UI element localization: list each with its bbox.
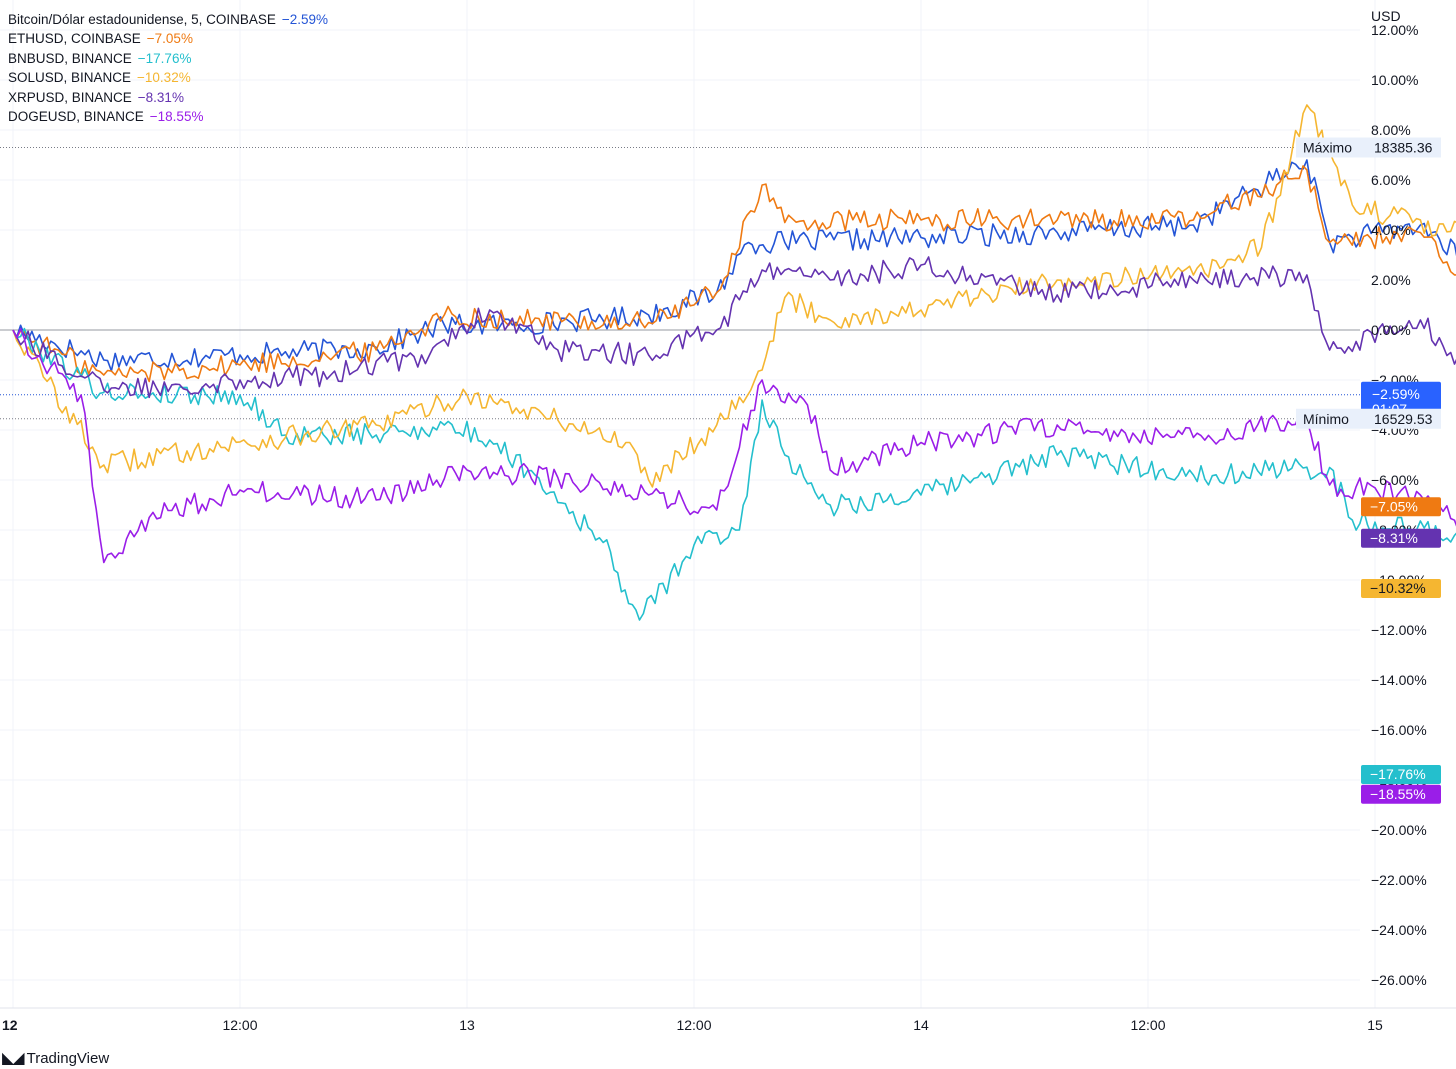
tradingview-mark-icon: ◣◢: [2, 1050, 25, 1067]
legend-label: XRPUSD, BINANCE: [8, 89, 132, 105]
legend-item-eth[interactable]: ETHUSD, COINBASE −7.05%: [8, 29, 328, 48]
y-tick-label: −26.00%: [1371, 972, 1427, 988]
legend-label: BNBUSD, BINANCE: [8, 50, 132, 66]
y-tick-label: −14.00%: [1371, 672, 1427, 688]
y-tick-label: −16.00%: [1371, 722, 1427, 738]
legend-change: −7.05%: [146, 31, 193, 47]
last-value-text: −17.76%: [1370, 766, 1426, 782]
maximum-value: 18385.36: [1374, 140, 1433, 156]
last-value-badge: [1361, 528, 1441, 548]
legend-label: Bitcoin/Dólar estadounidense, 5, COINBAS…: [8, 12, 276, 27]
x-tick-label: 12: [2, 1017, 18, 1033]
y-tick-label: −24.00%: [1371, 922, 1427, 938]
y-tick-label: 4.00%: [1371, 222, 1411, 238]
legend-item-btc[interactable]: Bitcoin/Dólar estadounidense, 5, COINBAS…: [8, 10, 328, 29]
y-tick-label: −22.00%: [1371, 872, 1427, 888]
last-value-text: −10.32%: [1370, 580, 1426, 596]
y-tick-label: 0.00%: [1371, 322, 1411, 338]
last-value-badge: [1361, 497, 1441, 517]
reference-lines: [0, 147, 1360, 420]
y-tick-label: 6.00%: [1371, 172, 1411, 188]
last-value-badge: [1361, 784, 1441, 804]
legend-change: −2.59%: [281, 12, 329, 27]
series-line-solusd: [12, 104, 1456, 488]
legend-label: ETHUSD, COINBASE: [8, 31, 141, 47]
axis-currency-label: USD: [1371, 8, 1401, 24]
legend-change: −10.32%: [137, 70, 191, 86]
legend-item-sol[interactable]: SOLUSD, BINANCE −10.32%: [8, 68, 328, 87]
last-value-text: −7.05%: [1370, 498, 1418, 514]
x-tick-label: 12:00: [222, 1017, 257, 1033]
tradingview-wordmark: TradingView: [26, 1049, 110, 1067]
legend-change: −8.31%: [137, 89, 184, 105]
legend-change: −17.76%: [137, 50, 192, 66]
legend-label: DOGEUSD, BINANCE: [8, 109, 144, 125]
btc-last-value: −2.59%: [1372, 386, 1420, 402]
chart-grid: [0, 0, 1456, 1009]
x-tick-label: 14: [913, 1017, 929, 1033]
minimum-box: [1296, 408, 1441, 429]
series-line-xrpusd: [12, 256, 1456, 399]
price-axis[interactable]: USD 12.00% 10.00% 8.00% 6.00% 4.00% 2.00% 0.00…: [1371, 8, 1427, 988]
minimum-value: 16529.53: [1374, 411, 1433, 427]
axis-markers: −2.59%01:07−7.05%−17.76%−10.32%−8.31%−18…: [1296, 137, 1441, 804]
legend-item-bnb[interactable]: BNBUSD, BINANCE −17.76%: [8, 49, 328, 68]
series-line-bnbusd: [12, 327, 1456, 621]
x-tick-label: 13: [459, 1017, 475, 1033]
legend-label: SOLUSD, BINANCE: [8, 70, 132, 86]
last-value-badge: [1361, 579, 1441, 598]
legend-item-xrp[interactable]: XRPUSD, BINANCE −8.31%: [8, 88, 328, 107]
y-tick-label: −6.00%: [1371, 472, 1419, 488]
y-tick-label: 10.00%: [1371, 72, 1418, 88]
x-tick-label: 12:00: [676, 1017, 711, 1033]
y-tick-label: −12.00%: [1371, 622, 1427, 638]
x-tick-label: 15: [1367, 1017, 1383, 1033]
legend-item-doge[interactable]: DOGEUSD, BINANCE −18.55%: [8, 107, 328, 126]
last-value-text: −18.55%: [1370, 786, 1426, 802]
maximum-label: Máximo: [1303, 140, 1352, 156]
y-tick-label: 8.00%: [1371, 122, 1411, 138]
series-legend: Bitcoin/Dólar estadounidense, 5, COINBAS…: [8, 10, 328, 126]
tradingview-logo[interactable]: ◣◢ TradingView: [2, 1048, 109, 1068]
maximum-box: [1296, 137, 1441, 158]
y-tick-label: 12.00%: [1371, 22, 1418, 38]
last-value-text: −8.31%: [1370, 530, 1418, 546]
time-axis[interactable]: 1212:001312:001412:001512:001612:001712:…: [2, 1017, 1456, 1033]
btc-last-badge: [1361, 381, 1441, 416]
y-tick-label: 2.00%: [1371, 272, 1411, 288]
series-line-dogeusd: [12, 327, 1456, 564]
series-line-ethusd: [12, 165, 1456, 383]
legend-change: −18.55%: [149, 109, 204, 125]
series-lines: [12, 104, 1456, 621]
last-value-badge: [1361, 765, 1441, 784]
y-tick-label: −20.00%: [1371, 822, 1427, 838]
x-tick-label: 12:00: [1130, 1017, 1165, 1033]
series-line-bitcoindlarestadounidense: [12, 159, 1456, 372]
minimum-label: Mínimo: [1303, 411, 1349, 427]
